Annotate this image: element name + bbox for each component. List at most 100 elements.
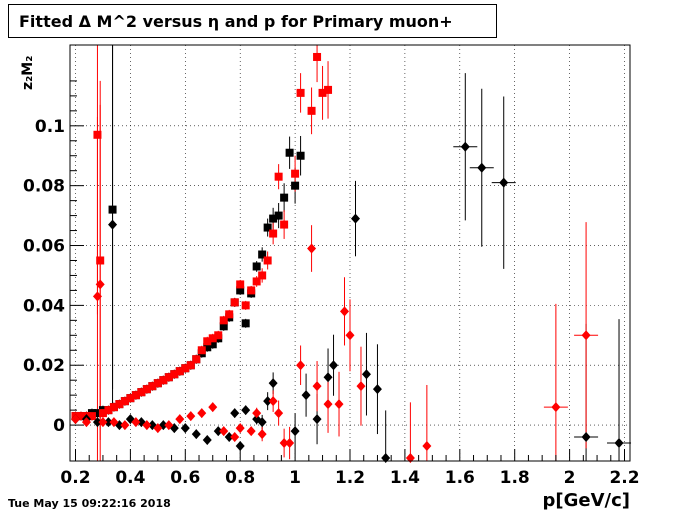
diamond-marker xyxy=(252,408,262,419)
diamond-marker xyxy=(81,417,91,428)
square-marker xyxy=(274,211,283,220)
diamond-marker xyxy=(345,330,355,341)
square-marker xyxy=(274,172,283,181)
square-marker xyxy=(252,262,261,271)
diamond-marker xyxy=(257,429,267,440)
chart-title: Fitted Δ M^2 versus η and p for Primary … xyxy=(19,12,453,31)
square-marker xyxy=(318,88,327,97)
data-points xyxy=(70,52,624,464)
diamond-marker xyxy=(70,414,80,425)
diamond-marker xyxy=(95,279,105,290)
diamond-marker xyxy=(219,426,229,437)
square-marker xyxy=(252,277,261,286)
square-marker xyxy=(214,331,223,340)
diamond-marker xyxy=(323,399,333,410)
diamond-marker xyxy=(290,426,300,437)
square-marker xyxy=(291,181,300,190)
diamond-marker xyxy=(268,396,278,407)
square-marker xyxy=(296,88,305,97)
x-tick-label: 1.2 xyxy=(335,468,365,488)
diamond-marker xyxy=(230,408,240,419)
diamond-marker xyxy=(499,177,509,188)
y-tick-label: 0 xyxy=(53,416,65,436)
square-marker xyxy=(142,385,151,394)
square-marker xyxy=(93,409,102,418)
square-marker xyxy=(219,316,228,325)
timestamp: Tue May 15 09:22:16 2018 xyxy=(8,497,171,510)
diamond-marker xyxy=(356,381,366,392)
x-tick-label: 1.4 xyxy=(390,468,420,488)
x-tick-label: 1 xyxy=(289,468,301,488)
y-tick-label: 0.06 xyxy=(23,237,65,257)
square-marker xyxy=(313,52,322,61)
diamond-marker xyxy=(241,405,251,416)
square-marker xyxy=(208,334,217,343)
square-marker xyxy=(203,337,212,346)
square-marker xyxy=(96,256,105,265)
square-marker xyxy=(104,406,113,415)
diamond-marker xyxy=(175,414,185,425)
diamond-marker xyxy=(186,411,196,422)
diamond-marker xyxy=(164,420,174,431)
diamond-marker xyxy=(581,432,591,443)
diamond-marker xyxy=(142,420,152,431)
x-axis-label: p[GeV/c] xyxy=(542,490,631,511)
square-marker xyxy=(137,388,146,397)
square-marker xyxy=(131,391,140,400)
diamond-marker xyxy=(372,384,382,395)
square-marker xyxy=(291,169,300,178)
diamond-marker xyxy=(312,381,322,392)
square-marker xyxy=(197,346,206,355)
square-marker xyxy=(263,223,272,232)
axes: 0.2 0.4 0.6 0.8 1 1.2 1.4 1.6 1.8 2 2.2 0 0.02 0.04 0.… xyxy=(23,80,640,488)
x-tick-label: 1.8 xyxy=(500,468,530,488)
title-box: Fitted Δ M^2 versus η and p for Primary … xyxy=(8,4,497,38)
diamond-marker xyxy=(153,423,163,434)
diamond-marker xyxy=(329,360,339,371)
diamond-marker xyxy=(296,360,306,371)
square-marker xyxy=(186,361,195,370)
square-marker xyxy=(109,403,118,412)
x-tick-label: 0.8 xyxy=(225,468,255,488)
square-marker xyxy=(230,298,239,307)
diamond-marker xyxy=(405,453,415,464)
square-marker xyxy=(192,355,201,364)
y-tick-label: 0.04 xyxy=(23,296,65,316)
square-marker xyxy=(258,271,267,280)
diamond-marker xyxy=(257,417,267,428)
diamond-marker xyxy=(230,432,240,443)
square-marker xyxy=(285,148,294,157)
diamond-marker xyxy=(614,438,624,449)
diamond-marker xyxy=(381,453,391,464)
diamond-marker xyxy=(108,219,118,230)
diamond-marker xyxy=(92,291,102,302)
diamond-marker xyxy=(460,141,470,152)
square-marker xyxy=(241,301,250,310)
diamond-marker xyxy=(202,435,212,446)
square-marker xyxy=(164,373,173,382)
square-marker xyxy=(247,286,256,295)
square-marker xyxy=(76,412,85,421)
diamond-marker xyxy=(103,417,113,428)
diamond-marker xyxy=(92,417,102,428)
x-tick-label: 0.6 xyxy=(170,468,200,488)
square-marker xyxy=(203,343,212,352)
error-bars xyxy=(72,45,632,461)
diamond-marker xyxy=(422,441,432,452)
diamond-marker xyxy=(312,414,322,425)
square-marker xyxy=(208,340,217,349)
diamond-marker xyxy=(246,426,256,437)
square-marker xyxy=(120,397,129,406)
y-tick-label: 0.02 xyxy=(23,356,65,376)
diamond-marker xyxy=(285,438,295,449)
x-tick-label: 0.2 xyxy=(60,468,90,488)
diamond-marker xyxy=(98,417,108,428)
diamond-marker xyxy=(191,429,201,440)
x-tick-label: 0.4 xyxy=(115,468,145,488)
diamond-marker xyxy=(279,438,289,449)
square-marker xyxy=(263,256,272,265)
square-marker xyxy=(93,130,102,139)
square-marker xyxy=(241,319,250,328)
square-marker xyxy=(153,379,162,388)
diamond-marker xyxy=(268,378,278,389)
